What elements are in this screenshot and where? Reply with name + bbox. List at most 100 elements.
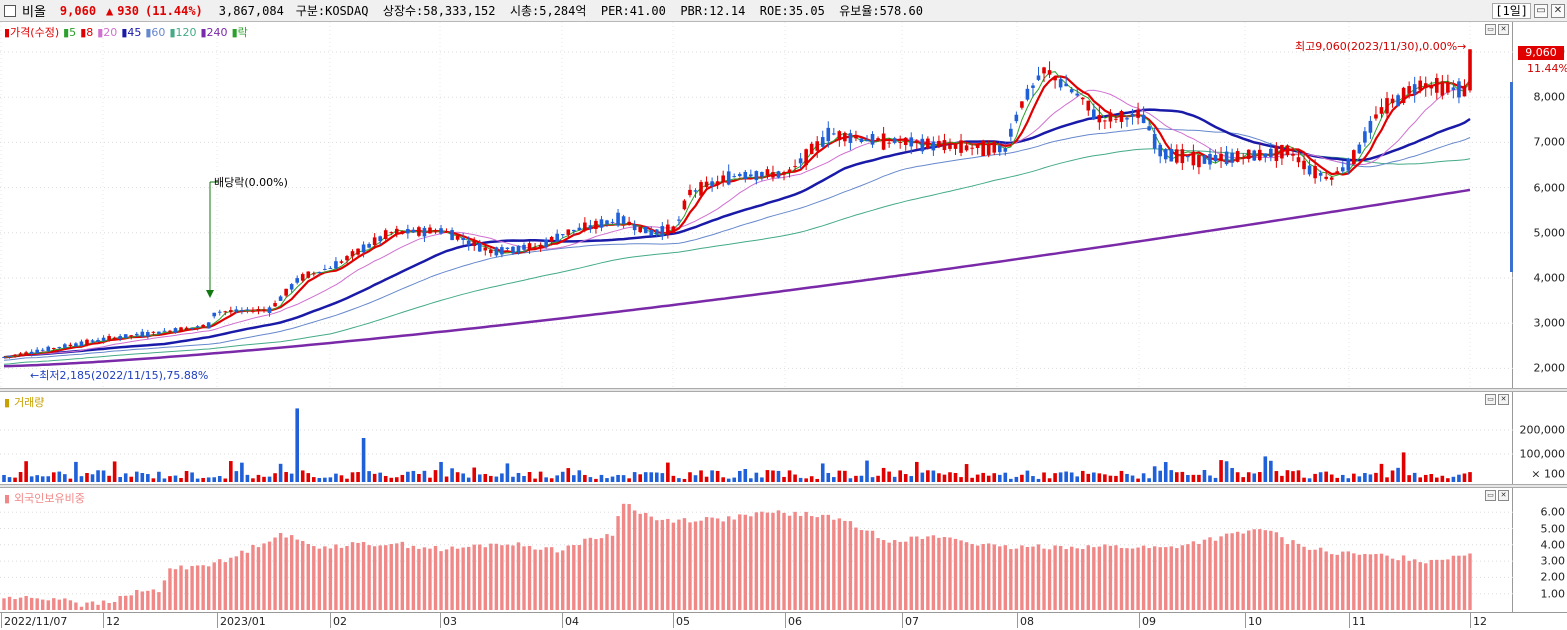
- price-change-pct: (11.44%): [144, 3, 203, 18]
- panel-close-icon[interactable]: ✕: [1498, 490, 1509, 501]
- candle-body: [682, 200, 687, 210]
- candle-body: [920, 138, 925, 152]
- foreign-holding-bar: [1424, 563, 1428, 610]
- volume-bar: [74, 461, 78, 482]
- volume-bar: [1440, 475, 1445, 482]
- candle-body: [1191, 151, 1196, 166]
- candle-body: [1136, 109, 1140, 118]
- candle-body: [140, 331, 145, 337]
- volume-bar: [1252, 473, 1257, 482]
- volume-bar: [195, 478, 200, 482]
- candle-body: [1219, 153, 1223, 161]
- foreign-holding-bar: [350, 542, 355, 610]
- volume-bar: [422, 470, 427, 482]
- panel-divider[interactable]: [0, 388, 1567, 392]
- candle-body: [57, 346, 62, 349]
- panel-minimize-icon[interactable]: ▭: [1485, 24, 1496, 35]
- volume-bar: [306, 473, 311, 482]
- price-plot-area[interactable]: [0, 22, 1513, 388]
- panel-divider[interactable]: [0, 484, 1567, 488]
- foreign-holding-bar: [262, 543, 266, 610]
- foreign-holding-bar: [699, 520, 703, 610]
- volume-bar: [903, 474, 908, 482]
- volume-bar: [251, 478, 255, 482]
- volume-bar: [1269, 460, 1273, 482]
- candle-body: [859, 138, 864, 143]
- volume-bar: [765, 470, 770, 482]
- foreign-holding-bar: [328, 548, 333, 610]
- candle-body: [1335, 171, 1340, 173]
- foreign-holding-bar: [35, 598, 39, 610]
- candle-body: [942, 140, 947, 151]
- foreign-holding-bar: [948, 537, 952, 610]
- foreign-plot-area[interactable]: [0, 488, 1513, 612]
- volume-bar: [848, 478, 853, 482]
- candle-body: [726, 171, 731, 185]
- foreign-holding-bar: [610, 535, 615, 610]
- candle-body: [693, 190, 698, 192]
- foreign-holding-bar: [1291, 540, 1295, 610]
- foreign-holding-bar: [1191, 541, 1196, 610]
- candle-body: [229, 310, 233, 313]
- volume-bar: [914, 461, 919, 482]
- volume-bar: [1285, 470, 1290, 482]
- volume-bar: [1357, 476, 1362, 482]
- foreign-holding-bar: [489, 543, 493, 610]
- volume-bar: [300, 470, 305, 482]
- select-checkbox[interactable]: [4, 4, 16, 17]
- foreign-axis-label: 2.00: [1540, 570, 1566, 584]
- candle-body: [1340, 167, 1345, 172]
- high-annotation: 최고9,060(2023/11/30),0.00%→: [1295, 40, 1467, 53]
- candle-body: [848, 133, 853, 143]
- volume-bar: [1346, 478, 1351, 482]
- foreign-holding-bar: [876, 538, 880, 610]
- foreign-holding-bar: [339, 547, 344, 610]
- candle-body: [1075, 93, 1080, 96]
- volume-plot-area[interactable]: [0, 392, 1513, 484]
- candle-body: [1379, 107, 1384, 114]
- foreign-holding-bar: [179, 565, 183, 610]
- candle-body: [168, 330, 172, 332]
- volume-bar: [937, 473, 941, 482]
- foreign-holding-bar: [433, 545, 438, 610]
- price-chart: [0, 22, 1513, 388]
- price-axis-label: 4,000: [1533, 271, 1566, 285]
- foreign-holding-bar: [771, 512, 775, 610]
- volume-bar: [1429, 474, 1434, 482]
- candle-body: [953, 143, 958, 149]
- volume-bar: [68, 478, 73, 482]
- volume-bar: [1180, 471, 1185, 482]
- volume-bar: [1130, 475, 1135, 482]
- candle-body: [1285, 145, 1290, 156]
- foreign-holding-bar: [96, 604, 100, 610]
- panel-minimize-icon[interactable]: ▭: [1485, 490, 1496, 501]
- minimize-icon[interactable]: ▭: [1534, 4, 1548, 18]
- volume-bar: [527, 472, 532, 482]
- foreign-holding-bar: [682, 518, 687, 610]
- close-icon[interactable]: ✕: [1551, 4, 1565, 18]
- panel-minimize-icon[interactable]: ▭: [1485, 394, 1496, 405]
- foreign-holding-bar: [494, 543, 499, 610]
- foreign-holding-bar: [444, 549, 449, 610]
- volume-bar: [2, 474, 6, 482]
- foreign-holding-bar: [1429, 559, 1433, 610]
- volume-bar: [1379, 463, 1384, 482]
- ma240-line: [4, 188, 1471, 368]
- candle-body: [428, 227, 432, 234]
- candle-body: [461, 237, 465, 241]
- volume-bar: [1340, 474, 1345, 482]
- volume-bar: [450, 468, 454, 482]
- volume-bar: [511, 476, 515, 482]
- foreign-holding-bar: [229, 557, 233, 610]
- candle-body: [1307, 165, 1312, 175]
- volume-bar: [1169, 470, 1174, 482]
- panel-close-icon[interactable]: ✕: [1498, 24, 1509, 35]
- foreign-holding-bar: [953, 538, 958, 610]
- volume-bar: [1423, 474, 1428, 482]
- volume-bar: [494, 476, 499, 482]
- current-price: 9,060: [59, 3, 97, 18]
- timeframe-selector[interactable]: [1일]: [1492, 3, 1531, 19]
- candle-body: [1451, 87, 1456, 90]
- candle-body: [1296, 157, 1301, 163]
- panel-close-icon[interactable]: ✕: [1498, 394, 1509, 405]
